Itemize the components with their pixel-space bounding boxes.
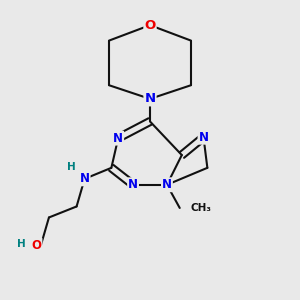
Text: H: H [67, 162, 76, 172]
Text: N: N [144, 92, 156, 105]
Text: N: N [128, 178, 138, 191]
Text: H: H [17, 238, 26, 249]
Text: N: N [162, 178, 172, 191]
Text: CH₃: CH₃ [190, 203, 211, 213]
Text: N: N [80, 172, 90, 185]
Text: O: O [32, 238, 41, 252]
Text: N: N [199, 131, 208, 144]
Text: N: N [113, 132, 123, 145]
Text: O: O [144, 19, 156, 32]
